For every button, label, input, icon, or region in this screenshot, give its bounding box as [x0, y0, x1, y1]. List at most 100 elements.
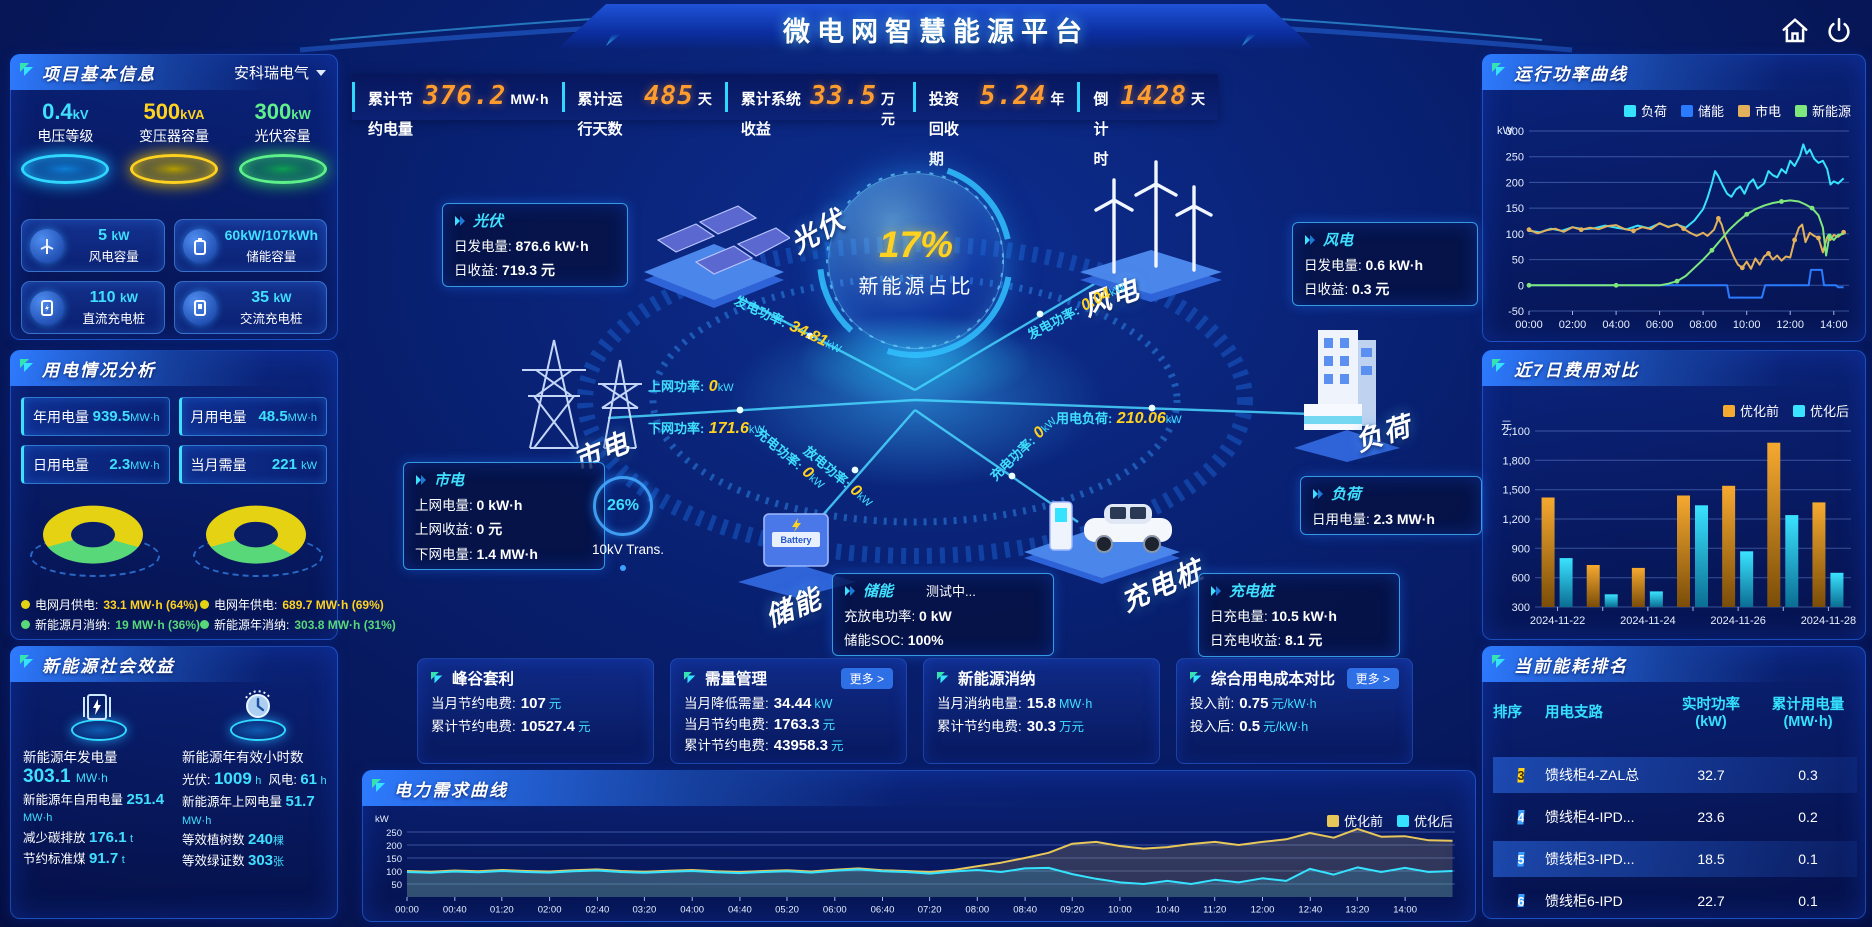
cost-bar-chart: 2,100 1,800 1,500 1,200 900 600 300 元 2024-11-22…: [1487, 417, 1859, 638]
legend-label: 电网月供电:: [35, 598, 99, 612]
kpi-unit: MW·h: [510, 91, 549, 107]
stat-unit: kW: [301, 460, 317, 472]
legend-after-optimize[interactable]: 优化后: [1396, 811, 1453, 830]
flow-draw-down: 下网功率: 171.6kW: [648, 420, 765, 437]
svg-text:06:00: 06:00: [823, 905, 847, 916]
legend-before-optimize[interactable]: 优化前: [1326, 811, 1383, 830]
corner-icon: [20, 359, 33, 372]
svg-text:07:20: 07:20: [918, 905, 942, 916]
legend-load[interactable]: 负荷: [1623, 101, 1667, 120]
col-power: 实时功率 (kW): [1682, 697, 1740, 730]
legend-renewable-month[interactable]: 新能源月消纳: 19 MW·h (36%): [21, 616, 200, 633]
legend-grid[interactable]: 市电: [1737, 101, 1781, 120]
legend-label: 新能源月消纳:: [35, 618, 111, 632]
svg-text:250: 250: [386, 828, 402, 839]
company-dropdown[interactable]: 安科瑞电气: [234, 62, 326, 83]
legend-label: 新能源年消纳:: [214, 618, 290, 632]
panel-title: 运行功率曲线: [1514, 64, 1628, 84]
benefit-row: 新能源年上网电量 51.7 MW·h: [182, 793, 315, 827]
kpi-value: 485: [643, 81, 694, 111]
donut-legend: 电网月供电: 33.1 MW·h (64%) 电网年供电: 689.7 MW·h…: [21, 596, 396, 633]
table-row[interactable]: 6 馈线柜6-IPD 22.7 0.1: [1493, 883, 1857, 907]
svg-text:10:00: 10:00: [1108, 905, 1132, 916]
svg-text:300: 300: [1506, 126, 1524, 138]
microgrid-topology: 17% 新能源占比: [340, 118, 1482, 666]
yearly-donut-chart: [191, 493, 323, 579]
home-icon[interactable]: [1780, 16, 1810, 46]
power-icon[interactable]: [1824, 16, 1854, 46]
legend-grid-year[interactable]: 电网年供电: 689.7 MW·h (69%): [200, 596, 396, 613]
legend-after-optimize[interactable]: 优化后: [1792, 401, 1849, 420]
card-value: 5: [98, 226, 108, 244]
circle-value: 500: [143, 99, 181, 124]
charger-info-box: 充电桩 日充电量: 10.5 kW·h 日充电收益: 8.1 元: [1198, 573, 1400, 657]
renewable-share-value: 17%: [878, 223, 954, 265]
panel-renewable-benefit: 新能源社会效益 新能源年发电量 303.1 MW·h 新能源年自用电量 251.…: [10, 646, 338, 919]
card-unit: kW: [119, 290, 138, 305]
wind-turbine-icon: [30, 228, 64, 263]
table-row[interactable]: 4 馈线柜4-IPD... 23.6 0.2: [1493, 799, 1857, 835]
donut-year: [205, 505, 306, 564]
benefit-right-column: 新能源年有效小时数 光伏: 1009 h 风电: 61 h 新能源年上网电量 5…: [182, 689, 329, 871]
flow-load-demand: 用电负荷: 210.06kW: [1056, 410, 1182, 427]
corner-icon: [1190, 671, 1202, 683]
card-value: 35: [251, 288, 269, 306]
circle-value: 0.4: [42, 99, 73, 124]
branch-name: 馈线柜3-IPD...: [1545, 851, 1635, 867]
svg-text:-50: -50: [1508, 306, 1524, 318]
title-band: [556, 4, 1316, 50]
pedestal-ring: [21, 154, 110, 184]
svg-text:11:20: 11:20: [1203, 905, 1226, 916]
svg-text:100: 100: [386, 867, 402, 878]
card-label: 储能容量: [246, 249, 297, 264]
legend-renewable-year[interactable]: 新能源年消纳: 303.8 MW·h (31%): [200, 616, 396, 633]
total-energy: 0.2: [1798, 809, 1818, 825]
panel-title: 新能源社会效益: [42, 656, 175, 676]
panel-header: 用电情况分析: [10, 350, 338, 386]
legend-before-optimize[interactable]: 优化前: [1722, 401, 1779, 420]
card-unit: kW: [111, 228, 130, 243]
grid-info-box: 市电 上网电量: 0 kW·h 上网收益: 0 元 下网电量: 1.4 MW·h: [403, 462, 605, 570]
more-button[interactable]: 更多 >: [840, 667, 893, 689]
kpi-value: 376.2: [423, 81, 507, 111]
legend-value: 689.7 MW·h (69%): [282, 597, 384, 612]
svg-text:200: 200: [1506, 177, 1524, 189]
panel-title: 项目基本信息: [42, 64, 156, 84]
usage-stats: 年用电量 939.5MW·h 月用电量 48.5MW·h 日用电量 2.3MW·…: [21, 397, 327, 484]
solar-panels-illustration: [644, 205, 790, 308]
generation-icon: [68, 689, 127, 741]
legend-storage[interactable]: 储能: [1680, 101, 1724, 120]
legend-grid-month[interactable]: 电网月供电: 33.1 MW·h (64%): [21, 596, 200, 613]
corner-icon: [20, 655, 33, 668]
table-row[interactable]: 3 馈线柜4-ZAL总 32.7 0.3: [1493, 757, 1857, 793]
kpi-label: 累计系统收益: [740, 91, 801, 138]
donut-charts: [11, 493, 337, 579]
panel-usage-analysis: 用电情况分析 年用电量 939.5MW·h 月用电量 48.5MW·h 日用电量…: [10, 350, 396, 640]
stat-value: 221: [271, 456, 297, 473]
svg-text:kW: kW: [1497, 125, 1514, 137]
svg-text:04:40: 04:40: [728, 905, 752, 916]
gauge-dot: [620, 565, 626, 571]
more-button[interactable]: 更多 >: [1346, 667, 1399, 689]
cost-legend: 优化前 优化后: [1722, 401, 1849, 420]
branch-name: 馈线柜4-IPD...: [1545, 809, 1635, 825]
circle-label: 变压器容量: [138, 128, 209, 144]
table-row[interactable]: 5 馈线柜3-IPD... 18.5 0.1: [1493, 841, 1857, 877]
circle-unit: kW: [291, 107, 311, 122]
kpi-countdown: 倒计时 1428 天: [1077, 82, 1218, 168]
battery-storage-illustration: Battery: [738, 513, 856, 598]
demand-curve-chart: 250 200 150 100 50 00:00 00:40 01:20 02:00 02:40 0…: [371, 811, 1467, 920]
svg-text:1,500: 1,500: [1502, 485, 1530, 497]
wind-info-box: 风电 日发电量: 0.6 kW·h 日收益: 0.3 元: [1292, 222, 1478, 306]
panel-title: 电力需求曲线: [394, 780, 508, 800]
total-energy: 0.3: [1798, 767, 1818, 783]
panel-header: 运行功率曲线: [1482, 54, 1866, 90]
arrow-icon: [845, 585, 855, 596]
legend-renewable[interactable]: 新能源: [1794, 101, 1851, 120]
voltage-level: 0.4kV 电压等级: [15, 99, 115, 184]
legend-value: 303.8 MW·h (31%): [294, 617, 396, 632]
svg-text:150: 150: [1506, 203, 1524, 215]
panel-header: 新能源社会效益: [10, 646, 338, 682]
chevron-down-icon: [316, 69, 326, 76]
